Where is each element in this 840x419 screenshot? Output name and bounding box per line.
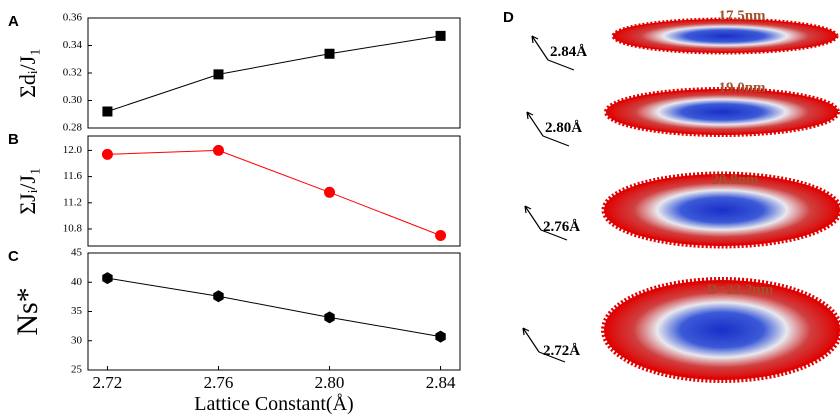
skyrmion [601, 277, 840, 383]
size-label: 19.0nm [718, 80, 766, 96]
y-tick-label: 40 [71, 276, 83, 288]
y-axis-label: Ns* [11, 287, 44, 335]
plot-frame [87, 135, 461, 247]
marker [101, 148, 113, 160]
y-tick-label: 35 [71, 305, 83, 317]
y-tick-label: 25 [71, 364, 83, 376]
marker [102, 272, 113, 285]
lattice-label: 2.80Å [545, 120, 582, 136]
marker [324, 311, 335, 324]
plot-frame [87, 17, 461, 129]
panel-label: D [503, 9, 514, 26]
x-tick-label: 2.72 [93, 373, 123, 392]
marker [324, 186, 336, 198]
skyrmion [611, 17, 839, 55]
y-tick-label: 0.36 [63, 12, 83, 24]
lattice-label: 2.84Å [550, 44, 587, 60]
marker [324, 48, 335, 59]
panel-label: C [8, 248, 19, 265]
y-tick-label: 0.30 [63, 94, 83, 106]
marker [213, 69, 224, 80]
y-tick-label: 11.2 [63, 196, 82, 208]
y-tick-label: 11.6 [63, 170, 82, 182]
panel-label: B [8, 131, 19, 148]
data-line [107, 149, 441, 236]
y-tick-label: 0.34 [63, 39, 83, 51]
marker [435, 330, 446, 343]
marker [212, 144, 224, 156]
skyrmion [601, 171, 840, 249]
y-tick-label: 0.28 [63, 122, 83, 134]
lattice-label: 2.76Å [543, 219, 580, 235]
y-tick-label: 12.0 [63, 144, 83, 156]
size-label: 17.5nm [718, 8, 766, 24]
plot-frame [87, 252, 461, 371]
marker [102, 106, 113, 117]
y-tick-label: 45 [71, 247, 83, 259]
panel-label: A [8, 13, 19, 30]
x-tick-label: 2.80 [315, 373, 345, 392]
lattice-label: 2.72Å [543, 343, 580, 359]
y-tick-label: 10.8 [63, 223, 83, 235]
x-tick-label: 2.84 [426, 373, 456, 392]
x-tick-label: 2.76 [204, 373, 234, 392]
skyrmion [604, 87, 840, 137]
y-tick-label: 0.32 [63, 67, 82, 79]
marker [213, 290, 224, 303]
data-line [107, 277, 441, 338]
y-axis-label: ΣJᵢ/J₁ [15, 167, 40, 214]
x-axis-label: Lattice Constant(Å) [194, 393, 353, 415]
axis-arrows [522, 35, 575, 363]
marker [435, 30, 446, 41]
panel-d: D 17.5nm 19.0nm 20.8nm D=22.2nm 2.84Å 2.… [503, 8, 840, 383]
size-label: 20.8nm [711, 172, 759, 188]
size-label: D=22.2nm [707, 282, 774, 298]
y-axis-label: Σdᵢ/J₁ [15, 48, 40, 98]
y-tick-label: 30 [71, 334, 83, 346]
marker [435, 230, 447, 242]
data-line [107, 35, 441, 112]
